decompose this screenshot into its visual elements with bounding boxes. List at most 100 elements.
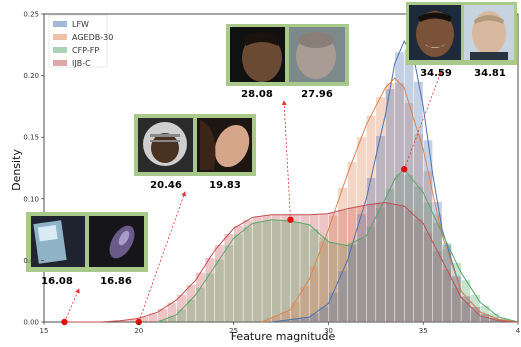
x-tick-label: 15 bbox=[40, 327, 49, 335]
histogram-bar-lfw bbox=[328, 292, 338, 322]
histogram-bar-cfp-fp bbox=[214, 259, 224, 322]
histogram-bar-agedb-30 bbox=[451, 277, 461, 322]
y-tick-label: 0.25 bbox=[23, 11, 39, 19]
histogram-bar-ijb-c bbox=[281, 214, 291, 322]
histogram-bar-ijb-c bbox=[129, 318, 139, 322]
histogram-bar-agedb-30 bbox=[461, 296, 471, 322]
histogram-bar-ijb-c bbox=[451, 288, 461, 322]
legend: LFW AGEDB-30 CFP-FP IJB-C bbox=[48, 14, 113, 68]
histogram-bar-cfp-fp bbox=[281, 220, 291, 322]
histogram-bar-ijb-c bbox=[243, 220, 253, 322]
axis-ticks: 15 20 25 30 35 4 0.00 0.05 0.10 0.15 0.20 0.25 bbox=[23, 11, 520, 336]
histogram-bar-cfp-fp bbox=[262, 220, 272, 322]
histogram-bar-cfp-fp bbox=[167, 316, 177, 322]
histogram-bar-agedb-30 bbox=[281, 311, 291, 322]
histogram-bar-ijb-c bbox=[252, 216, 262, 322]
histogram-bar-ijb-c bbox=[480, 317, 490, 322]
x-tick-label: 25 bbox=[229, 327, 238, 335]
histogram-bar-cfp-fp bbox=[328, 242, 338, 322]
x-tick-label: 20 bbox=[134, 327, 143, 335]
y-tick-label: 0.15 bbox=[23, 134, 39, 142]
histogram-bar-ijb-c bbox=[414, 219, 423, 322]
y-tick-label: 0.10 bbox=[23, 195, 39, 203]
histogram-bar-agedb-30 bbox=[470, 306, 480, 322]
histogram-bar-lfw bbox=[281, 320, 291, 322]
histogram-bar-lfw bbox=[385, 89, 395, 322]
legend-label-agedb-30: AGEDB-30 bbox=[72, 33, 113, 42]
histogram-bar-ijb-c bbox=[357, 205, 367, 322]
legend-label-ijb-c: IJB-C bbox=[72, 59, 91, 68]
histogram-bar-cfp-fp bbox=[309, 228, 319, 322]
histogram-bar-cfp-fp bbox=[376, 208, 385, 322]
histogram-bar-agedb-30 bbox=[300, 286, 310, 322]
histogram-bar-ijb-c bbox=[432, 251, 442, 322]
histogram-bar-agedb-30 bbox=[376, 97, 385, 322]
histogram-bar-agedb-30 bbox=[290, 301, 300, 322]
histogram-bar-ijb-c bbox=[338, 209, 348, 322]
histogram-bar-ijb-c bbox=[186, 285, 196, 322]
histogram-bar-cfp-fp bbox=[423, 202, 433, 322]
histogram-bar-agedb-30 bbox=[328, 215, 338, 322]
histogram-bar-lfw bbox=[319, 306, 329, 322]
histogram-bar-lfw bbox=[338, 271, 348, 322]
magnitude-label-20-46: 20.46 bbox=[150, 180, 182, 191]
face-thumbnail-16-08 bbox=[31, 216, 85, 267]
histogram-bar-cfp-fp bbox=[404, 175, 414, 322]
histogram-bar-lfw bbox=[309, 313, 319, 322]
histogram-bar-agedb-30 bbox=[262, 319, 272, 322]
histogram-bar-agedb-30 bbox=[309, 266, 319, 322]
histogram-bar-cfp-fp bbox=[338, 244, 348, 322]
histogram-bar-cfp-fp bbox=[186, 299, 196, 322]
histogram-bar-agedb-30 bbox=[338, 188, 348, 322]
histogram-bar-cfp-fp bbox=[319, 237, 329, 322]
histogram-bar-ijb-c bbox=[300, 214, 310, 322]
histogram-bar-ijb-c bbox=[158, 309, 167, 322]
face-thumbnail-20-46 bbox=[138, 118, 193, 172]
histogram-bar-lfw bbox=[347, 245, 357, 322]
histogram-bar-cfp-fp bbox=[470, 294, 480, 322]
histogram-bar-lfw bbox=[366, 177, 376, 322]
legend-swatch-agedb-30 bbox=[53, 34, 67, 40]
histogram-bar-agedb-30 bbox=[442, 249, 452, 322]
histogram-bar-ijb-c bbox=[395, 205, 404, 322]
histogram-bar-lfw bbox=[432, 201, 442, 322]
histogram-bar-agedb-30 bbox=[357, 137, 367, 322]
magnitude-label-34-81: 34.81 bbox=[474, 68, 506, 79]
x-tick-label: 30 bbox=[324, 327, 333, 335]
histogram-bar-ijb-c bbox=[139, 316, 148, 322]
histogram-bar-ijb-c bbox=[214, 245, 224, 322]
histogram-bar-ijb-c bbox=[262, 215, 272, 322]
histogram-bar-ijb-c bbox=[470, 311, 480, 322]
histogram-bar-lfw bbox=[451, 275, 461, 322]
histogram-bar-cfp-fp bbox=[243, 227, 253, 322]
histogram-bar-agedb-30 bbox=[271, 315, 281, 322]
histogram-bar-agedb-30 bbox=[347, 161, 357, 322]
annotation-arrow bbox=[138, 191, 186, 323]
histogram-bar-ijb-c bbox=[167, 302, 177, 322]
histogram-bar-agedb-30 bbox=[385, 82, 395, 322]
face-thumbnail-34-59 bbox=[409, 5, 461, 60]
histogram-bar-ijb-c bbox=[309, 214, 319, 322]
histogram-bar-ijb-c bbox=[271, 214, 281, 322]
histogram-bar-lfw bbox=[290, 318, 300, 322]
face-thumbnail-27-96 bbox=[289, 27, 345, 82]
face-thumbnail-19-83 bbox=[197, 118, 252, 172]
histogram-bar-cfp-fp bbox=[385, 188, 395, 322]
histogram-bar-ijb-c bbox=[376, 203, 385, 322]
histogram-bar-ijb-c bbox=[319, 213, 329, 322]
histogram-bar-cfp-fp bbox=[461, 280, 471, 322]
magnitude-label-19-83: 19.83 bbox=[209, 180, 241, 191]
histogram-bar-ijb-c bbox=[177, 294, 186, 322]
histogram-bar-ijb-c bbox=[366, 204, 376, 322]
histogram-bar-ijb-c bbox=[347, 207, 357, 322]
magnitude-label-27-96: 27.96 bbox=[301, 89, 333, 100]
legend-swatch-cfp-fp bbox=[53, 47, 67, 53]
histogram-bar-cfp-fp bbox=[271, 220, 281, 322]
histogram-bar-ijb-c bbox=[423, 232, 433, 322]
histogram-bar-lfw bbox=[480, 313, 490, 322]
histogram-bar-ijb-c bbox=[233, 225, 243, 322]
histogram-bar-ijb-c bbox=[404, 210, 414, 322]
histogram-bar-ijb-c bbox=[148, 313, 158, 322]
histogram-bar-ijb-c bbox=[442, 269, 452, 322]
magnitude-label-16-08: 16.08 bbox=[41, 276, 73, 287]
